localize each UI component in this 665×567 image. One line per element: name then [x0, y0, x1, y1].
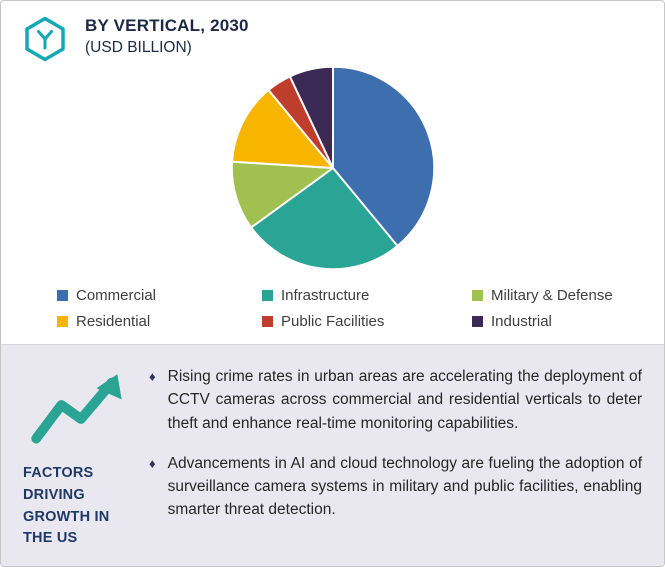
diamond-bullet-icon: ♦ — [149, 455, 156, 471]
line-chart-growth-icon — [25, 374, 137, 462]
legend-swatch-icon — [262, 316, 273, 327]
chart-subtitle: (USD BILLION) — [85, 39, 192, 56]
legend-item-industrial: Industrial — [472, 313, 644, 330]
pie-slice-industrial — [288, 65, 334, 169]
factors-panel-right: ♦ Rising crime rates in urban areas are a… — [135, 363, 646, 556]
legend-label: Residential — [76, 313, 151, 330]
pie-slice-infrastructure — [249, 167, 398, 271]
factor-bullet-item: ♦ Rising crime rates in urban areas are a… — [149, 365, 642, 435]
legend-swatch-icon — [472, 290, 483, 301]
factors-heading: FACTORS DRIVING GROWTH IN THE US — [23, 465, 110, 547]
legend-swatch-icon — [262, 290, 273, 301]
legend-swatch-icon — [472, 316, 483, 327]
legend-swatch-icon — [57, 316, 68, 327]
legend-label: Military & Defense — [491, 287, 613, 304]
hexagon-brand-icon — [21, 15, 69, 63]
factors-panel-left: FACTORS DRIVING GROWTH IN THE US — [23, 363, 135, 556]
legend-label: Public Facilities — [281, 313, 385, 330]
pie-chart-svg — [230, 65, 435, 271]
chart-section: BY VERTICAL, 2030 (USD BILLION) Commerci… — [1, 1, 664, 344]
legend-label: Commercial — [76, 287, 157, 304]
factors-list: ♦ Rising crime rates in urban areas are a… — [149, 365, 642, 522]
pie-chart — [21, 61, 644, 281]
legend-label: Infrastructure — [281, 287, 370, 304]
legend-swatch-icon — [57, 290, 68, 301]
chart-title: BY VERTICAL, 2030 — [85, 16, 249, 35]
factor-bullet-item: ♦ Advancements in AI and cloud technology… — [149, 452, 642, 522]
pie-slice-military-defense — [230, 160, 334, 229]
pie-slice-commercial — [331, 65, 435, 247]
legend-item-public-facilities: Public Facilities — [262, 313, 472, 330]
legend-item-military-defense: Military & Defense — [472, 287, 644, 304]
factor-bullet-text: Rising crime rates in urban areas are ac… — [167, 368, 642, 432]
legend-item-commercial: Commercial — [57, 287, 262, 304]
legend: Commercial Infrastructure Military & Defen… — [21, 281, 644, 330]
pie-slice-residential — [230, 89, 334, 169]
legend-item-residential: Residential — [57, 313, 262, 330]
diamond-bullet-icon: ♦ — [149, 369, 156, 384]
legend-item-infrastructure: Infrastructure — [262, 287, 472, 304]
legend-label: Industrial — [491, 313, 552, 330]
chart-header: BY VERTICAL, 2030 (USD BILLION) — [21, 15, 644, 63]
chart-titles: BY VERTICAL, 2030 (USD BILLION) — [85, 15, 249, 57]
factors-panel: FACTORS DRIVING GROWTH IN THE US ♦ Rising… — [1, 344, 664, 566]
factor-bullet-text: Advancements in AI and cloud technology … — [167, 454, 642, 519]
